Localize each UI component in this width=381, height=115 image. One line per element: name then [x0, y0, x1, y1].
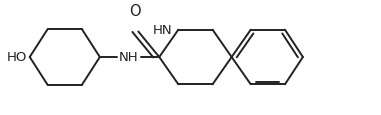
Text: O: O — [130, 4, 141, 19]
Text: HN: HN — [152, 24, 172, 37]
Text: HO: HO — [6, 51, 27, 64]
Text: NH: NH — [119, 51, 139, 64]
